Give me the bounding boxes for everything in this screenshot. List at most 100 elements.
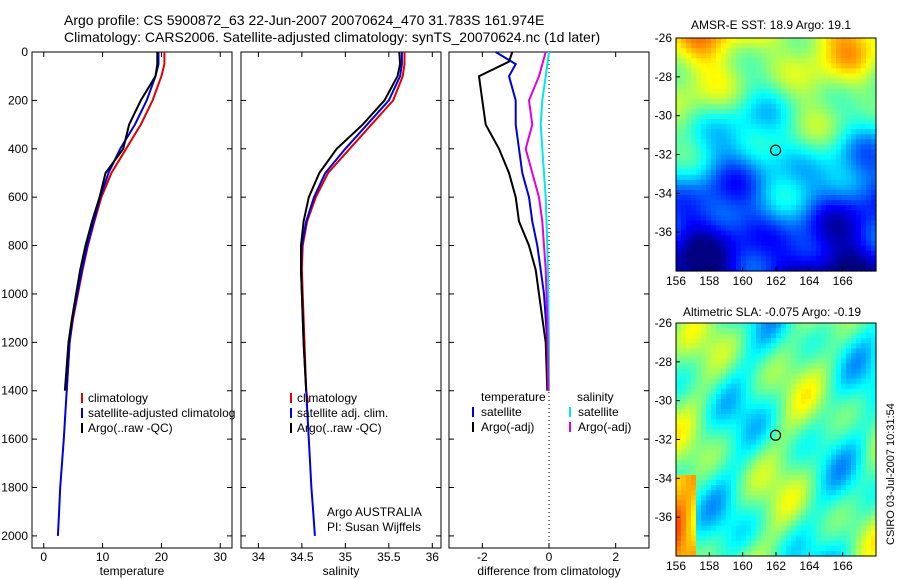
sla_map-cell [731,368,737,375]
sst_map-cell [731,139,737,145]
sla_map-cell [821,485,827,491]
sla_map-cell [871,348,877,354]
sla_map-cell [761,520,767,527]
sst_map-cell [786,53,792,59]
sst_map-cell [686,113,692,120]
sla_map-cell [866,495,872,501]
sst_map-cell [836,174,842,181]
sst_map-cell [766,255,772,262]
sla_map-cell [711,474,717,481]
sla_map-cell [851,480,857,486]
sla_map-cell [836,419,842,425]
sla_map-cell [771,409,777,415]
sla_map-cell [701,545,707,552]
sla_map-cell [686,550,692,557]
sst_map-cell [676,129,682,135]
sla_map-cell [676,373,682,380]
sla_map-cell [731,490,737,496]
sst_map-cell [796,154,802,161]
sst_map-cell [711,63,717,69]
sla_map-cell [821,409,827,415]
sla_map-cell [831,449,837,456]
sla_map-cell [851,323,857,329]
sla_map-cell [831,383,837,390]
sst_map-cell [791,119,797,125]
sst_map-cell [701,63,707,69]
sla_map-cell [826,490,832,496]
sst_map-cell [691,38,697,44]
sla_map-cell [861,535,867,542]
sst_map-cell [796,63,802,69]
sla_map-cell [841,409,847,415]
sst_map-cell [736,134,742,140]
sst_map-cell [866,230,872,237]
sla_map-cell [756,530,762,537]
sla_map-cell [711,353,717,360]
sla_map-cell [771,439,777,446]
sla_map-cell [711,388,717,395]
sla_map-cell [781,520,787,527]
sla_map-cell [691,353,697,360]
sla_map-cell [831,495,837,501]
sst_map-cell [871,189,877,196]
sla_map-cell [816,545,822,552]
sla_map-cell [841,525,847,532]
sst_map-cell [741,113,747,120]
sla_map-cell [731,383,737,390]
sla_map-cell [726,398,732,405]
sst_map-cell [726,169,732,176]
sst_map-cell [721,38,727,44]
sla_map-cell [796,485,802,491]
sla_map-cell [776,419,782,425]
sst_map-cell [746,169,752,176]
sla_map-cell [801,338,807,344]
sst_map-cell [826,195,832,201]
sla_map-cell [771,535,777,542]
sst_map-cell [741,169,747,176]
sla_map-cell [726,333,732,339]
sst_map-cell [851,250,857,257]
sla_map-cell [761,535,767,542]
sst_map-cell [696,220,702,227]
sst_map-cell [821,124,827,130]
sla_map-cell [856,459,862,466]
sla_map-cell [701,358,707,365]
sst_map-cell [851,189,857,196]
sla_map-cell [801,515,807,522]
sla_map-cell [786,530,792,537]
sla_map-cell [821,449,827,456]
sla_map-cell [846,530,852,537]
sla_map-cell [861,393,867,400]
sla_map-cell [791,328,797,334]
sst_map-cell [686,200,692,206]
sla_map-cell [721,505,727,512]
sla_map-cell [846,495,852,501]
sla_map-cell [801,510,807,517]
sla_map-cell [846,343,852,349]
sla_map-cell [771,459,777,466]
sla_map-cell [691,474,697,481]
sst_map-cell [691,205,697,211]
sla_map-cell [786,454,792,461]
sla_map-cell [711,454,717,461]
sla_map-cell [796,398,802,405]
sla_map-cell [716,520,722,527]
sst_map-cell [681,240,687,247]
sst_map-cell [676,139,682,145]
sst_map-cell [756,240,762,247]
sst_map-cell [811,144,817,151]
sst_map-cell [726,58,732,64]
sla_map-cell [766,424,772,430]
sst_map-cell [861,159,867,166]
sst_map-cell [871,200,877,206]
sst_map-cell [781,149,787,156]
sla_map-cell [691,500,697,506]
sst_map-cell [786,48,792,54]
sst_map-cell [811,78,817,85]
sla_map-cell [806,404,812,410]
sst_map-cell [681,195,687,201]
sla_map-cell [756,525,762,532]
sla_map-cell [731,363,737,370]
sst_map-cell [706,124,712,130]
sst_map-cell [681,154,687,161]
